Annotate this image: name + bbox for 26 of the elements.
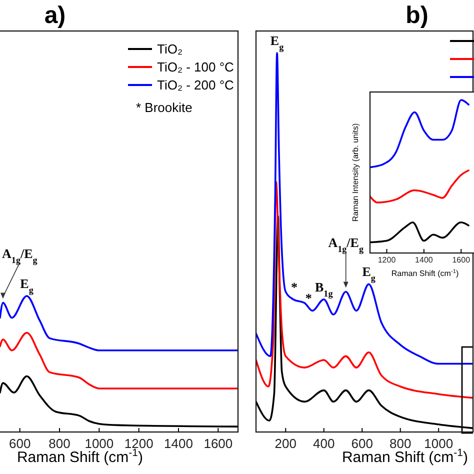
- legend-label: TiO₂ - 100 °C: [157, 60, 234, 74]
- annotation: E$_{g}$: [20, 276, 34, 295]
- x-tick-label: 800: [48, 436, 70, 452]
- x-tick-label: 1400: [164, 436, 193, 452]
- x-axis-title: Raman Shift (cm$^{-1}$): [391, 269, 459, 278]
- x-tick-label: 200: [274, 436, 296, 452]
- y-axis-title: Raman Intensity (arb. units): [351, 123, 360, 222]
- x-tick-label: 400: [313, 436, 335, 452]
- annotation: *: [305, 290, 312, 306]
- chart-title: a): [44, 2, 66, 29]
- annotation: E$_{g}$: [362, 264, 376, 284]
- annotation: B$_{1g}$: [314, 279, 334, 298]
- annotation: E$_{g}$: [270, 33, 284, 52]
- x-tick-label: 1000: [84, 436, 114, 452]
- annotation: *: [290, 279, 298, 294]
- annotation: A$_{1g}$/E$_{g}$: [328, 234, 364, 254]
- x-tick-label: 1400: [415, 256, 434, 265]
- legend-label: TiO₂ - 200 °C: [157, 78, 234, 92]
- text: * Brookite: [136, 100, 192, 115]
- x-tick-label: 1600: [204, 436, 233, 452]
- legend-label: TiO₂: [157, 42, 183, 56]
- chart-title: b): [406, 2, 428, 29]
- x-tick-label: 600: [8, 436, 31, 452]
- x-tick-label: 1200: [378, 256, 396, 265]
- x-tick-label: 1600: [452, 256, 471, 265]
- annotation: A$_{1g}$/E$_{g}$: [2, 246, 38, 265]
